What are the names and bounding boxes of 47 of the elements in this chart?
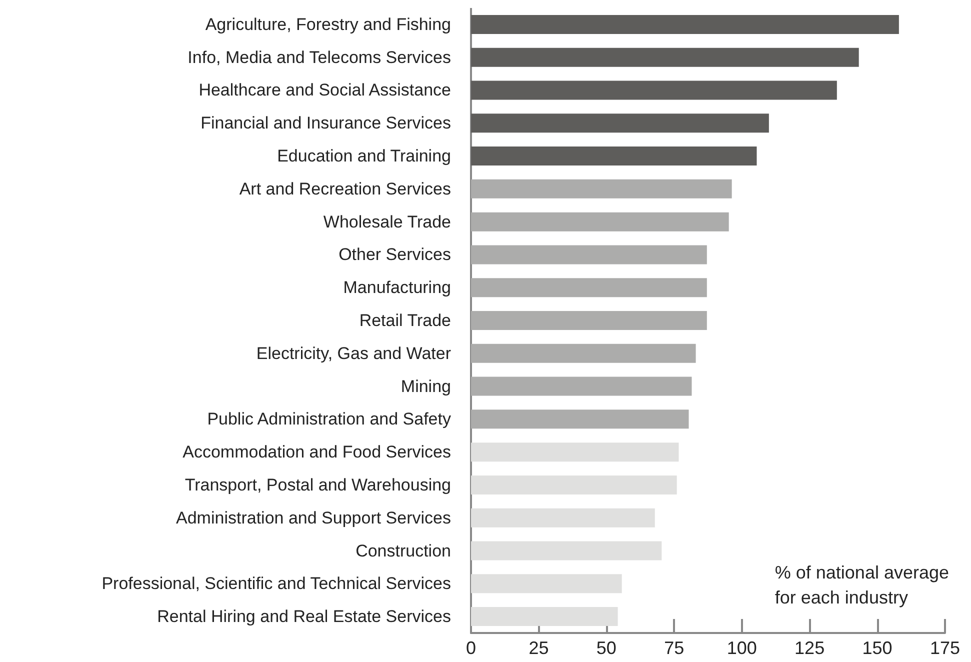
y-tick-label: Professional, Scientific and Technical Services [102,574,451,594]
bar [471,80,837,100]
y-tick-label: Public Administration and Safety [207,410,452,429]
bar [471,114,769,133]
y-tick-label: Education and Training [277,146,451,166]
x-tick-label: 150 [862,638,892,658]
bar [471,410,689,429]
y-tick-label: Wholesale Trade [323,212,451,232]
bar [471,311,707,330]
y-tick-label: Info, Media and Telecoms Services [188,48,451,67]
x-tick-label: 75 [664,638,684,658]
y-tick-label: Transport, Postal and Warehousing [184,475,451,494]
bar [471,442,679,462]
y-tick-label: Rental Hiring and Real Estate Services [157,607,451,626]
x-tick-label: 125 [794,638,825,658]
x-tick-label: 100 [726,638,757,658]
bar [471,278,707,298]
bar [471,146,757,166]
y-tick-label: Financial and Insurance Services [200,114,451,133]
y-tick-label: Electricity, Gas and Water [256,344,452,363]
y-tick-label: Other Services [338,245,451,264]
bar [471,14,899,34]
x-tick-label: 0 [466,638,476,658]
x-tick-label: 50 [596,638,616,658]
bar [471,508,655,528]
bar [471,475,677,494]
x-tick-label: 25 [528,638,549,658]
y-tick-label: Healthcare and Social Assistance [198,80,451,100]
bar [471,212,729,232]
bar [471,541,662,560]
y-tick-label: Mining [400,376,451,396]
bar [471,344,696,363]
x-tick-label: 175 [930,638,960,658]
bar [471,245,707,264]
bar [471,574,622,594]
y-tick-label: Art and Recreation Services [239,179,451,198]
bar [471,179,732,198]
y-tick-label: Retail Trade [359,311,451,330]
y-tick-label: Agriculture, Forestry and Fishing [205,14,451,34]
y-tick-label: Accommodation and Food Services [182,442,451,462]
bar [471,376,692,396]
y-tick-label: Administration and Support Services [176,508,451,528]
annotation: % of national average for each industry [774,562,950,608]
y-tick-label: Construction [356,541,451,560]
bar [471,48,859,67]
bar [471,607,618,626]
y-tick-label: Manufacturing [343,278,451,298]
